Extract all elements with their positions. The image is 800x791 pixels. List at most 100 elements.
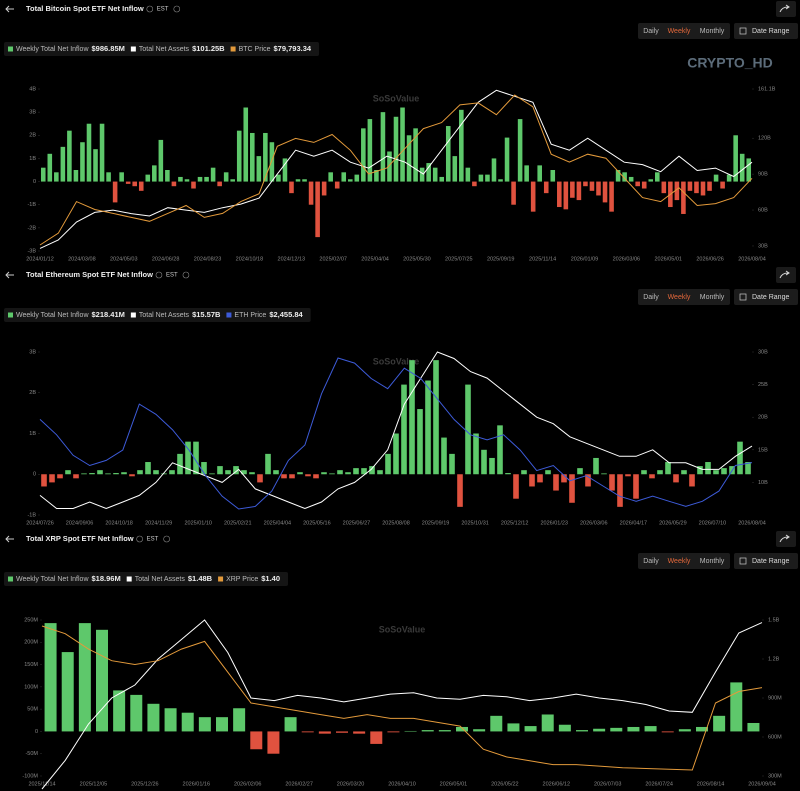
bar (106, 172, 111, 182)
bar (353, 731, 366, 734)
x-tick-label: 2026/05/22 (491, 781, 519, 787)
bar (610, 727, 623, 732)
bar (336, 731, 348, 733)
bar (282, 158, 288, 182)
legend-swatch (218, 576, 224, 582)
x-tick-label: 2026/05/29 (659, 520, 687, 526)
bar (602, 181, 608, 203)
interval-monthly[interactable]: Monthly (700, 294, 725, 301)
bar (197, 176, 203, 182)
x-tick-label: 2025/04/04 (361, 256, 389, 262)
bar (517, 119, 523, 182)
x-tick-label: 2025/04/04 (264, 520, 292, 526)
bar (328, 172, 333, 182)
legend-swatch (8, 576, 13, 582)
bar (361, 468, 367, 475)
bar (452, 156, 458, 182)
bar (81, 473, 87, 475)
interval-daily[interactable]: Daily (643, 558, 659, 565)
bar (41, 474, 47, 487)
bar (505, 473, 511, 475)
bar (730, 682, 743, 732)
bar (529, 474, 535, 487)
bar (152, 165, 157, 182)
back-arrow[interactable] (5, 5, 14, 13)
bar (367, 119, 373, 182)
interval-weekly[interactable]: Weekly (668, 294, 691, 301)
bar (191, 181, 196, 189)
date-range-button[interactable] (734, 23, 798, 39)
date-range-button[interactable] (734, 289, 798, 305)
bar (233, 466, 239, 475)
y2-tick-label: 30B (758, 243, 768, 249)
legend-name: Weekly Total Net Inflow (16, 576, 89, 583)
bar (472, 181, 477, 187)
bar (47, 153, 53, 182)
x-tick-label: 2024/03/08 (68, 256, 96, 262)
x-tick-label: 2026/07/10 (699, 520, 727, 526)
date-range[interactable]: Date Range (752, 558, 789, 565)
bar (158, 139, 164, 182)
legend-name: Weekly Total Net Inflow (16, 46, 89, 53)
legend-value: $1.40 (261, 574, 280, 583)
x-tick-label: 2026/02/27 (285, 781, 313, 787)
date-range-button[interactable] (734, 553, 798, 569)
bar (181, 712, 194, 732)
interval-weekly[interactable]: Weekly (668, 558, 691, 565)
bar (387, 731, 400, 733)
interval-monthly[interactable]: Monthly (700, 558, 725, 565)
bar (210, 167, 216, 182)
y-tick-label: 1B (29, 156, 36, 162)
bar (747, 722, 760, 732)
bar (273, 470, 279, 475)
bar (713, 715, 726, 732)
x-tick-label: 2026/06/26 (696, 256, 724, 262)
date-range[interactable]: Date Range (752, 294, 789, 301)
bar (184, 179, 190, 182)
legend-box (4, 42, 320, 56)
interval-toggle (638, 23, 730, 39)
x-tick-label: 2025/10/31 (461, 520, 489, 526)
bar (233, 708, 246, 732)
bar (177, 453, 183, 475)
interval-daily[interactable]: Daily (643, 294, 659, 301)
bar (648, 179, 654, 182)
bar (404, 730, 417, 732)
interval-toggle (638, 289, 730, 305)
interval-weekly[interactable]: Weekly (668, 28, 691, 35)
bar (449, 453, 455, 475)
line-series (39, 94, 753, 246)
bar (256, 156, 262, 182)
x-tick-label: 2025/09/19 (422, 520, 450, 526)
bar (334, 181, 340, 189)
bar (524, 165, 529, 182)
x-tick-label: 2026/03/06 (580, 520, 608, 526)
interval-monthly[interactable]: Monthly (700, 28, 725, 35)
bar (622, 172, 627, 182)
bar (204, 176, 209, 182)
bar (276, 174, 281, 182)
bar (713, 174, 719, 182)
bar (313, 474, 319, 479)
info-icon (163, 535, 170, 543)
back-arrow[interactable] (5, 535, 14, 543)
bar (209, 473, 215, 475)
bar (345, 472, 351, 475)
x-tick-label: 2024/07/26 (26, 520, 54, 526)
bar (236, 130, 242, 182)
chart-watermark: SoSoValue (373, 356, 420, 366)
x-tick-label: 2026/01/16 (183, 781, 211, 787)
bar (707, 181, 712, 191)
date-range[interactable]: Date Range (752, 28, 789, 35)
legend-swatch (126, 576, 132, 582)
x-tick-label: 2026/03/06 (613, 256, 641, 262)
back-arrow[interactable] (5, 271, 14, 279)
bar (73, 474, 79, 479)
bar (457, 474, 463, 507)
bar (633, 474, 639, 499)
y-tick-label: 200M (24, 640, 38, 646)
interval-daily[interactable]: Daily (643, 28, 659, 35)
bar (456, 726, 468, 732)
bar (641, 470, 647, 475)
bar (380, 112, 386, 182)
